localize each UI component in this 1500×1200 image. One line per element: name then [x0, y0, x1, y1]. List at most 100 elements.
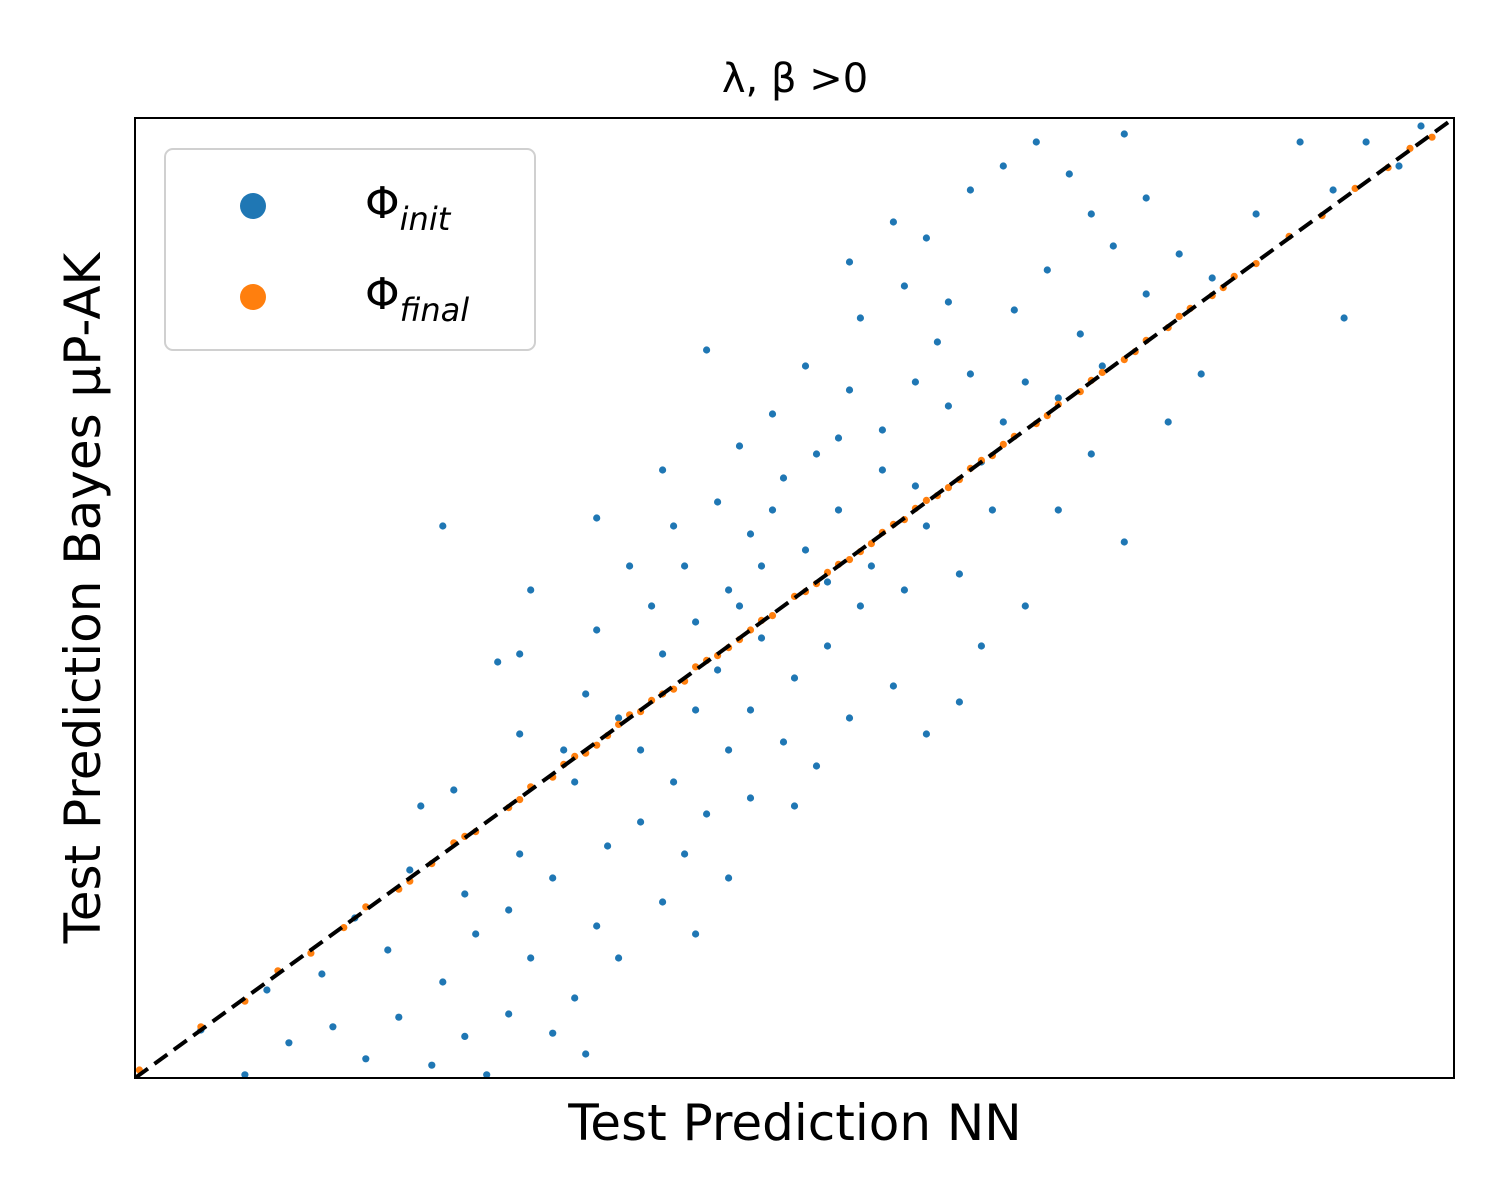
legend: Φinit Φfinal [164, 148, 536, 351]
point-init [1417, 122, 1425, 130]
point-init [1021, 378, 1029, 386]
point-init [757, 562, 766, 570]
point-final [1428, 133, 1436, 141]
point-init [746, 794, 755, 802]
point-init [692, 930, 700, 938]
point-init [878, 466, 887, 474]
point-init [834, 434, 843, 442]
point-init [1395, 162, 1403, 170]
point-init [889, 682, 898, 690]
point-init [659, 466, 667, 474]
plot-area [135, 118, 1454, 1078]
point-init [823, 642, 832, 650]
point-init [812, 450, 821, 458]
point-init [461, 1032, 469, 1040]
point-init [834, 506, 843, 514]
point-init [768, 506, 777, 514]
point-init [714, 498, 722, 506]
point-init [845, 386, 854, 394]
point-init [823, 578, 832, 586]
point-init [362, 1055, 370, 1063]
point-init [1065, 170, 1073, 178]
point-init [911, 378, 920, 386]
point-init [516, 850, 524, 858]
point-init [801, 546, 810, 554]
point-init [516, 730, 524, 738]
axes-frame [134, 117, 1455, 1079]
point-init [977, 642, 986, 650]
point-init [966, 370, 975, 378]
point-final [845, 556, 854, 564]
point-init [955, 570, 964, 578]
point-init [263, 986, 271, 994]
point-init [746, 530, 755, 538]
point-init [604, 842, 612, 850]
point-final [593, 741, 601, 749]
point-init [659, 898, 667, 906]
point-init [845, 258, 854, 266]
point-init [801, 362, 810, 370]
point-init [516, 650, 524, 658]
point-init [1340, 314, 1348, 322]
point-init [1087, 210, 1095, 218]
point-init [406, 866, 414, 874]
point-init [933, 338, 942, 346]
point-init [1296, 138, 1304, 146]
point-final [692, 663, 700, 671]
point-init [757, 634, 766, 642]
point-init [571, 994, 579, 1002]
point-final [1098, 368, 1106, 376]
point-init [659, 650, 667, 658]
legend-marker-final [240, 284, 266, 310]
legend-subscript-init: init [400, 200, 452, 238]
legend-label-init: Φinit [365, 178, 452, 238]
point-final [1175, 312, 1183, 320]
legend-label-final: Φfinal [365, 269, 469, 329]
point-init [681, 562, 689, 570]
point-init [692, 706, 700, 714]
point-init [1329, 186, 1337, 194]
point-init [922, 522, 931, 530]
point-init [318, 970, 326, 978]
point-init [593, 514, 601, 522]
point-init [329, 1023, 337, 1031]
point-init [626, 562, 634, 570]
point-init [1098, 362, 1106, 370]
point-init [889, 218, 898, 226]
chart-title: λ, β >0 [722, 56, 868, 102]
point-init [1032, 138, 1040, 146]
point-init [450, 786, 458, 794]
point-init [560, 746, 568, 754]
point-init [472, 930, 480, 938]
point-init [999, 418, 1007, 426]
point-init [692, 618, 700, 626]
x-axis-label: Test Prediction NN [567, 1094, 1021, 1152]
point-init [648, 602, 656, 610]
point-init [922, 234, 931, 242]
point-init [735, 602, 744, 610]
point-init [1120, 130, 1128, 138]
point-init [812, 762, 821, 770]
point-init [1054, 394, 1062, 402]
point-init [703, 810, 711, 818]
point-init [988, 506, 997, 514]
point-init [944, 402, 953, 410]
point-init [582, 690, 590, 698]
point-init [395, 1013, 403, 1021]
point-init [384, 946, 392, 954]
point-init [944, 298, 953, 306]
point-init [735, 442, 744, 450]
point-init [999, 162, 1007, 170]
legend-subscript-final: final [400, 291, 470, 329]
point-init [505, 906, 513, 914]
point-final [362, 903, 370, 911]
point-init [505, 1010, 513, 1018]
point-init [911, 482, 920, 490]
point-init [790, 674, 799, 682]
point-init [1362, 138, 1370, 146]
point-init [483, 1071, 491, 1078]
point-init [878, 426, 887, 434]
point-final [516, 796, 524, 804]
legend-symbol-init: Φ [365, 178, 400, 229]
